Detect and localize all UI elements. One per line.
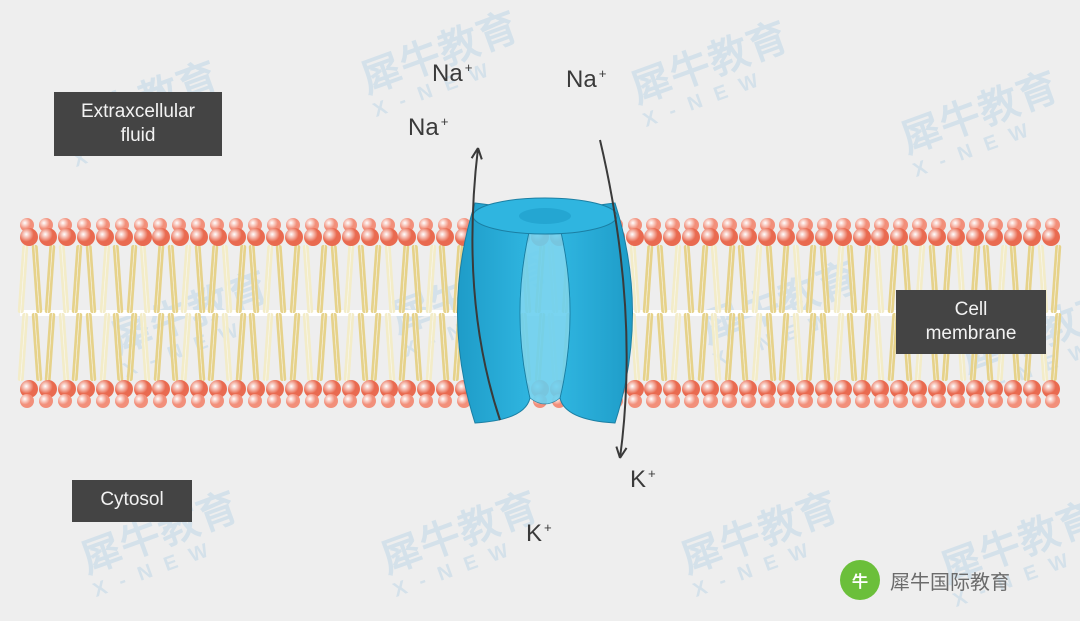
label-text: Cytosol — [100, 489, 163, 510]
label-membrane: Cell membrane — [896, 290, 1046, 354]
ion-label-k1: K+ — [630, 466, 656, 494]
label-text: fluid — [121, 125, 156, 146]
label-cytosol: Cytosol — [72, 480, 192, 522]
source-badge: 牛犀牛国际教育 — [840, 560, 1010, 600]
label-text: Cell — [955, 299, 988, 320]
ion-label-na3: Na+ — [408, 114, 448, 142]
ion-label-na2: Na+ — [566, 66, 606, 94]
ion-channel — [440, 188, 650, 438]
label-extracellular: Extraxcellular fluid — [54, 92, 222, 156]
ion-label-k2: K+ — [526, 520, 552, 548]
badge-icon: 牛 — [840, 560, 880, 600]
label-text: membrane — [926, 323, 1017, 344]
badge-label: 犀牛国际教育 — [890, 566, 1010, 595]
label-text: Extraxcellular — [81, 101, 195, 122]
ion-label-na1: Na+ — [432, 60, 472, 88]
watermark: 犀牛教育X - N E W — [892, 54, 1072, 182]
watermark: 犀牛教育X - N E W — [672, 474, 852, 602]
diagram-stage: 犀牛教育X - N E W 犀牛教育X - N E W 犀牛教育X - N E W 犀… — [0, 0, 1080, 621]
watermark: 犀牛教育X - N E W — [622, 4, 802, 132]
